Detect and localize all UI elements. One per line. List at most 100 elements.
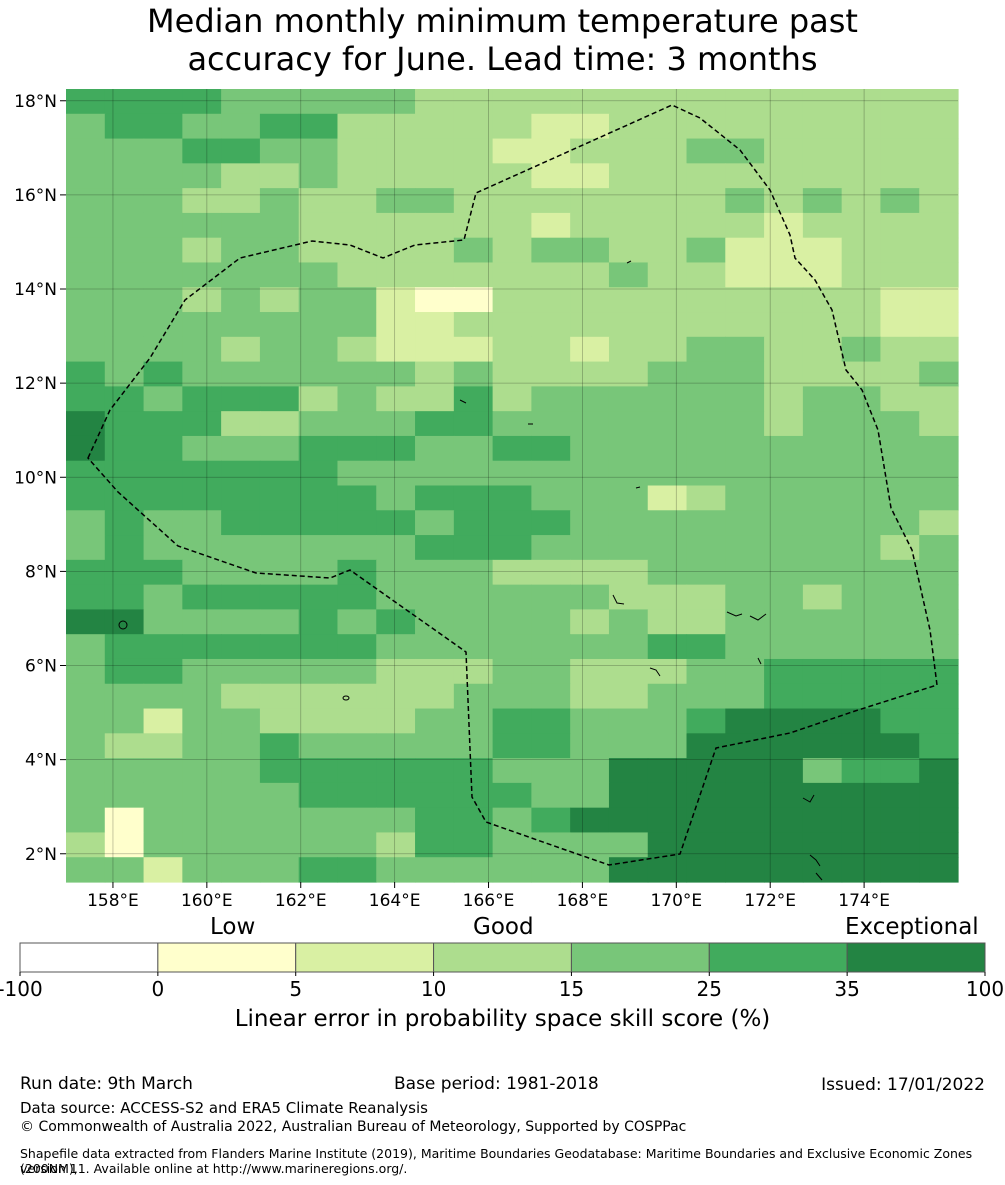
colorbar-tick-label: 0	[151, 977, 164, 1001]
skill-cell	[919, 634, 959, 660]
skill-cell	[453, 336, 494, 363]
skill-cell	[764, 510, 804, 536]
skill-cell	[802, 584, 843, 611]
skill-cell	[259, 460, 300, 487]
skill-cell	[608, 411, 649, 437]
skill-cell	[415, 733, 455, 759]
skill-cell	[608, 361, 649, 387]
skill-cell	[880, 658, 920, 685]
skill-cell	[415, 857, 455, 883]
skill-cell	[298, 237, 339, 264]
skill-cell	[802, 857, 843, 883]
skill-cell	[841, 485, 882, 511]
skill-cell	[531, 708, 571, 734]
skill-cell	[182, 559, 222, 586]
skill-cell	[919, 782, 959, 809]
skill-cell	[337, 188, 377, 214]
skill-cell	[764, 386, 804, 412]
island	[626, 260, 632, 264]
skill-cell	[337, 212, 377, 239]
skill-cell	[919, 584, 959, 611]
skill-cell	[880, 857, 920, 883]
skill-cell	[841, 510, 882, 536]
skill-cell	[686, 411, 726, 437]
skill-cell	[337, 535, 377, 561]
colorbar-tick-label: 25	[697, 977, 722, 1001]
skill-cell	[608, 634, 649, 660]
skill-cell	[259, 312, 300, 338]
skill-cell	[531, 485, 571, 511]
skill-cell	[492, 287, 532, 313]
skill-cell	[802, 435, 843, 462]
skill-cell	[143, 535, 183, 561]
skill-cell	[182, 138, 222, 164]
skill-cell	[919, 89, 959, 115]
skill-cell	[531, 262, 571, 288]
skill-cell	[376, 634, 416, 660]
x-tick-label: 168°E	[557, 891, 609, 910]
skill-cell	[802, 782, 843, 809]
skill-cell	[492, 411, 532, 437]
colorbar-tick-label: 5	[289, 977, 302, 1001]
skill-cell	[764, 609, 804, 635]
skill-cell	[802, 510, 843, 536]
skill-cell	[415, 89, 455, 115]
skill-cell	[764, 758, 804, 784]
skill-cell	[570, 683, 610, 710]
skill-cell	[143, 807, 183, 834]
skill-cell	[686, 708, 726, 734]
skill-cell	[453, 89, 494, 115]
skill-cell	[841, 832, 882, 858]
skill-cell	[841, 89, 882, 115]
skill-cell	[647, 138, 688, 164]
skill-cell	[608, 832, 649, 858]
skill-cell	[608, 435, 649, 462]
skill-cell	[764, 634, 804, 660]
skill-cell	[182, 411, 222, 437]
skill-cell	[919, 386, 959, 412]
skill-cell	[686, 113, 726, 140]
skill-cell	[104, 708, 145, 734]
skill-cell	[143, 336, 183, 363]
skill-cell	[880, 807, 920, 834]
colorbar-tick-label: 100	[966, 977, 1004, 1001]
skill-cell	[104, 435, 145, 462]
skill-cell	[259, 758, 300, 784]
skill-cell	[841, 287, 882, 313]
skill-cell	[764, 312, 804, 338]
skill-cell	[764, 89, 804, 115]
skill-cell	[608, 758, 649, 784]
skill-cell	[415, 287, 455, 313]
skill-cell	[66, 435, 106, 462]
skill-cell	[531, 361, 571, 387]
shapefile-credit-line-1: Shapefile data extracted from Flanders M…	[20, 1146, 973, 1176]
skill-cell	[259, 708, 300, 734]
skill-cell	[453, 262, 494, 288]
skill-cell	[764, 361, 804, 387]
skill-cell	[570, 733, 610, 759]
skill-cell	[764, 658, 804, 685]
skill-cell	[647, 113, 688, 140]
skill-cell	[453, 832, 494, 858]
x-tick-label: 174°E	[838, 891, 890, 910]
skill-cell	[66, 113, 106, 140]
skill-cell	[880, 287, 920, 313]
skill-cell	[492, 857, 532, 883]
skill-cell	[919, 312, 959, 338]
skill-cell	[66, 287, 106, 313]
skill-cell	[686, 262, 726, 288]
skill-cell	[221, 212, 261, 239]
skill-cell	[725, 237, 765, 264]
skill-cell	[259, 807, 300, 834]
skill-cells	[66, 89, 959, 883]
skill-cell	[647, 237, 688, 264]
skill-cell	[647, 386, 688, 412]
skill-cell	[337, 634, 377, 660]
skill-cell	[919, 163, 959, 189]
skill-cell	[376, 658, 416, 685]
skill-cell	[686, 733, 726, 759]
skill-cell	[143, 758, 183, 784]
skill-cell	[841, 113, 882, 140]
skill-cell	[259, 361, 300, 387]
skill-cell	[492, 782, 532, 809]
